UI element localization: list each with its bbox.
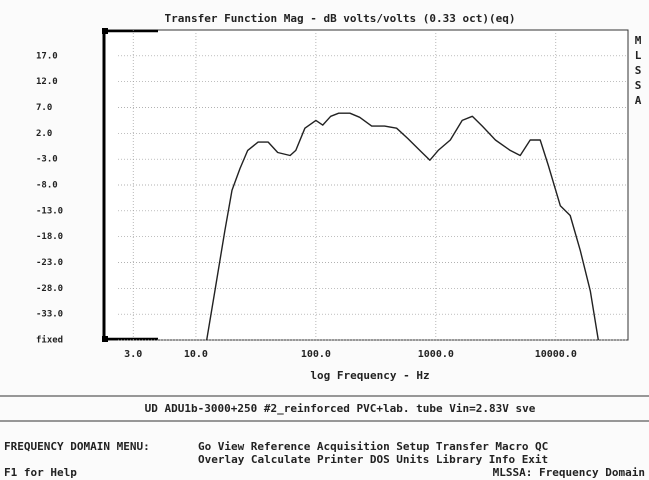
help-hint: F1 for Help bbox=[4, 466, 77, 479]
x-tick-label: 10.0 bbox=[184, 349, 208, 360]
y-tick-label: -18.0 bbox=[36, 232, 63, 242]
y-tick-label: -23.0 bbox=[36, 258, 63, 268]
menu-item[interactable]: View bbox=[218, 440, 245, 453]
cursor-marker bbox=[102, 336, 108, 342]
menu-item[interactable]: Library bbox=[436, 453, 483, 466]
menu-item[interactable]: Calculate bbox=[251, 453, 311, 466]
y-tick-label: -13.0 bbox=[36, 206, 63, 216]
menu-item[interactable]: QC bbox=[535, 440, 548, 453]
y-tick-label: fixed bbox=[36, 335, 63, 346]
status-mode: MLSSA: Frequency Domain bbox=[493, 466, 645, 479]
menu-item[interactable]: Setup bbox=[396, 440, 429, 453]
caption: UD ADU1b-3000+250 #2_reinforced PVC+lab.… bbox=[145, 402, 536, 415]
menu-item[interactable]: DOS bbox=[370, 453, 390, 466]
y-tick-label: 17.0 bbox=[36, 51, 58, 61]
menu-item[interactable]: Printer bbox=[317, 453, 364, 466]
y-tick-label: -8.0 bbox=[36, 181, 58, 191]
y-tick-label: 7.0 bbox=[36, 103, 52, 113]
plot-frame bbox=[103, 29, 629, 341]
menu-item[interactable]: Acquisition bbox=[317, 440, 390, 453]
menu-item[interactable]: Macro bbox=[495, 440, 528, 453]
x-tick-label: 100.0 bbox=[301, 349, 331, 360]
x-tick-label: 3.0 bbox=[124, 349, 142, 360]
menu-item[interactable]: Exit bbox=[522, 453, 549, 466]
y-tick-label: -33.0 bbox=[36, 310, 63, 320]
y-tick-label: 12.0 bbox=[36, 77, 58, 87]
y-tick-label: -28.0 bbox=[36, 284, 63, 294]
menu-item[interactable]: Reference bbox=[251, 440, 311, 453]
menu-label: FREQUENCY DOMAIN MENU: bbox=[4, 440, 150, 453]
menu-item[interactable]: Go bbox=[198, 440, 212, 453]
x-axis-label: log Frequency - Hz bbox=[310, 369, 429, 382]
x-tick-label: 1000.0 bbox=[418, 349, 454, 360]
cursor-marker bbox=[102, 28, 108, 34]
y-tick-label: -3.0 bbox=[36, 155, 58, 165]
response-curve bbox=[206, 112, 599, 341]
y-tick-label: 2.0 bbox=[36, 129, 52, 139]
menu-item[interactable]: Overlay bbox=[198, 453, 245, 466]
x-tick-label: 10000.0 bbox=[535, 349, 577, 360]
menu-item[interactable]: Units bbox=[396, 453, 429, 466]
side-label: MLSSA bbox=[632, 34, 645, 109]
menu-item[interactable]: Transfer bbox=[436, 440, 489, 453]
menu-item[interactable]: Info bbox=[489, 453, 516, 466]
chart-title: Transfer Function Mag - dB volts/volts (… bbox=[165, 12, 516, 25]
